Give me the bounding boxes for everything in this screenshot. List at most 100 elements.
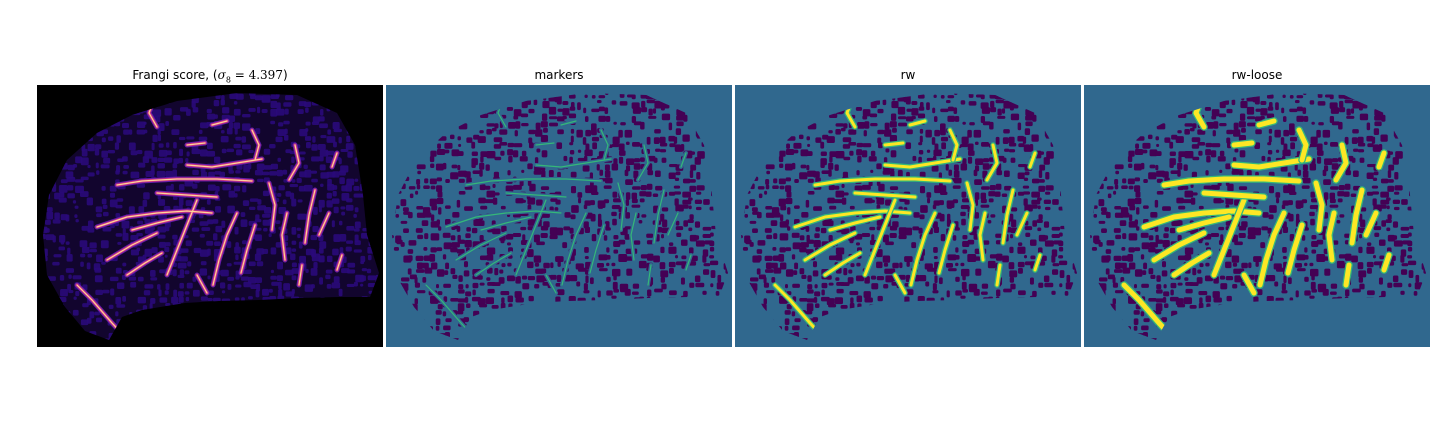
frangi-title-prefix: Frangi score, (	[132, 68, 218, 82]
vessel-segment	[893, 273, 907, 295]
vessel-segment	[1241, 272, 1257, 296]
vessel-segment	[1285, 222, 1305, 276]
sigma-subscript: 8	[225, 75, 231, 85]
vessel-segment	[336, 254, 343, 271]
vessel-segment	[304, 189, 316, 244]
vessel-segment	[883, 157, 962, 169]
vessel-segment	[186, 142, 206, 146]
vessel-segment	[1015, 211, 1029, 237]
rw-panel-title: rw	[900, 68, 916, 82]
vessel-segment	[186, 158, 263, 168]
vessel-segment	[318, 212, 330, 236]
vessel-segment	[630, 212, 637, 261]
vessel-segment	[505, 192, 567, 198]
vessel-segment	[455, 232, 507, 261]
vessel-segment	[1333, 142, 1349, 183]
vessel-segment	[560, 120, 577, 126]
vessel-segment	[545, 274, 557, 294]
sigma-value: 4.397	[248, 68, 283, 82]
frangi-title-math: σ8 = 4.397	[217, 68, 283, 85]
vessel-segment	[685, 254, 692, 271]
vessel-segment	[1296, 127, 1309, 163]
vessel-segment	[909, 211, 937, 287]
vessel-segment	[948, 128, 959, 162]
vessel-segment	[480, 216, 532, 231]
vessel-segment	[653, 189, 665, 244]
vessel-segment	[985, 143, 999, 182]
vessel-segment	[863, 198, 897, 277]
vessel-segment	[1161, 176, 1302, 188]
vessel-segment	[156, 192, 218, 198]
vessel-segment	[1256, 118, 1277, 128]
vessel-segment	[465, 178, 602, 186]
vessel-segment	[96, 210, 213, 228]
vessel-segment	[1231, 156, 1312, 170]
vessel-segment	[126, 252, 163, 276]
vessel-segment	[1028, 151, 1037, 169]
rw-loose-image	[1084, 85, 1430, 347]
vessel-segment	[1231, 140, 1255, 148]
rw-image	[735, 85, 1081, 347]
vessel-segment	[445, 210, 562, 228]
vessel-segment	[908, 119, 927, 127]
vessel-segment	[1313, 180, 1325, 233]
sigma-symbol: σ	[217, 68, 226, 82]
vessel-segment	[561, 212, 587, 286]
frangi-score-image	[37, 85, 383, 347]
vessel-segment	[211, 120, 228, 126]
markers-panel-title: markers	[534, 68, 584, 82]
vessel-segment	[978, 211, 987, 262]
vessel-segment	[1033, 253, 1042, 272]
vessel-segment	[813, 177, 952, 187]
vessel-segment	[166, 199, 198, 276]
vessel-segment	[680, 152, 687, 168]
frangi-title-suffix: )	[282, 68, 288, 82]
vessel-segment	[331, 152, 338, 168]
vessel-segment	[1349, 187, 1365, 246]
vessel-segment	[1001, 188, 1015, 245]
vessel-segment	[1376, 150, 1387, 170]
vessel-segment	[667, 212, 679, 236]
vessel-segment	[268, 182, 276, 231]
vessel-segment	[1326, 210, 1337, 263]
vessel-segment	[1201, 190, 1267, 200]
markers-image	[386, 85, 732, 347]
vessel-segment	[803, 231, 857, 262]
vessel-segment	[106, 232, 158, 261]
vessel-segment	[589, 224, 605, 274]
vessel-segment	[1257, 210, 1287, 288]
vessel-segment	[965, 181, 975, 232]
vessel-segment	[793, 209, 912, 229]
vessel-segment	[535, 142, 555, 146]
vessel-group-markers	[425, 96, 692, 338]
vessel-group-rw	[772, 94, 1043, 340]
vessel-segment	[1381, 252, 1392, 273]
vessel-segment	[251, 129, 260, 161]
vessel-segment	[647, 264, 652, 286]
vessel-segment	[131, 216, 183, 231]
vessel-segment	[937, 223, 955, 275]
vessel-segment	[298, 264, 303, 286]
vessel-segment	[883, 141, 905, 147]
vessel-segment	[1171, 250, 1212, 278]
vessel-segment	[212, 212, 238, 286]
vessel-segment	[995, 263, 1002, 287]
vessel-segment	[288, 144, 300, 181]
vessel-segment	[617, 182, 625, 231]
vessel-segment	[823, 251, 862, 277]
vessel-segment	[281, 212, 288, 261]
vessel-segment	[475, 252, 512, 276]
vessel-segment	[240, 224, 256, 274]
vessel-segment	[1363, 210, 1379, 238]
vessel-segment	[853, 191, 917, 199]
vessel-segment	[637, 144, 649, 181]
vessel-segment	[1176, 214, 1232, 233]
vessel-segment	[116, 178, 253, 186]
vessel-segment	[600, 129, 609, 161]
vessel-segment	[1151, 230, 1207, 263]
vessel-segment	[515, 199, 547, 276]
equals-sign: =	[230, 68, 249, 82]
vessel-segment	[828, 215, 882, 232]
rw-loose-panel-title: rw-loose	[1231, 68, 1283, 82]
